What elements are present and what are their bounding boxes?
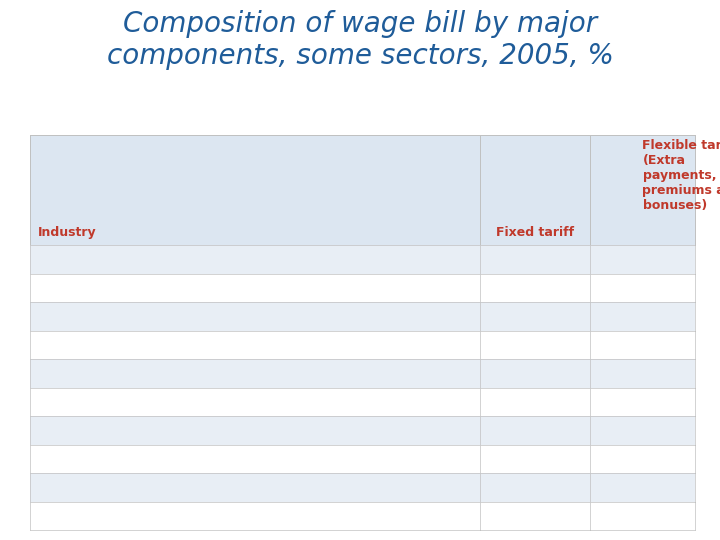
Text: 75,7: 75,7 bbox=[554, 509, 582, 522]
Text: 40,2: 40,2 bbox=[660, 367, 687, 380]
Text: 65,3: 65,3 bbox=[554, 453, 582, 465]
Text: 34,8: 34,8 bbox=[660, 424, 687, 437]
Text: Electricity, gas and water supply: Electricity, gas and water supply bbox=[38, 310, 243, 323]
Text: 24,3: 24,3 bbox=[660, 509, 687, 522]
Text: 58: 58 bbox=[671, 253, 687, 266]
Text: Healthcare: Healthcare bbox=[38, 453, 107, 465]
Text: Transportation: Transportation bbox=[38, 367, 128, 380]
Text: 51,6: 51,6 bbox=[660, 281, 687, 294]
Text: 48,4: 48,4 bbox=[554, 281, 582, 294]
Text: 53,7: 53,7 bbox=[554, 338, 582, 351]
Text: Retail and wholesale trade: Retail and wholesale trade bbox=[38, 481, 205, 494]
Text: Industry: Industry bbox=[38, 226, 96, 239]
Text: 65,2: 65,2 bbox=[554, 424, 582, 437]
Text: Fixed tariff: Fixed tariff bbox=[496, 226, 574, 239]
Text: 59,8: 59,8 bbox=[554, 367, 582, 380]
Text: 52,1: 52,1 bbox=[554, 310, 582, 323]
Text: 74,2: 74,2 bbox=[554, 481, 582, 494]
Text: 25,8: 25,8 bbox=[659, 481, 687, 494]
Text: Machine-building: Machine-building bbox=[38, 338, 145, 351]
Text: 34,7: 34,7 bbox=[660, 453, 687, 465]
Text: Flexible tariff
(Extra
payments,
premiums and
bonuses): Flexible tariff (Extra payments, premium… bbox=[642, 139, 720, 212]
Text: Composition of wage bill by major
components, some sectors, 2005, %: Composition of wage bill by major compon… bbox=[107, 10, 613, 70]
Text: Metallurgy: Metallurgy bbox=[38, 281, 104, 294]
Text: Education: Education bbox=[38, 509, 100, 522]
Text: 42: 42 bbox=[566, 253, 582, 266]
Text: Oil and gas: Oil and gas bbox=[38, 253, 109, 266]
Text: Food industry: Food industry bbox=[38, 395, 123, 408]
Text: Construction: Construction bbox=[38, 424, 117, 437]
Text: 63,7: 63,7 bbox=[554, 395, 582, 408]
Text: 46,3: 46,3 bbox=[660, 338, 687, 351]
Text: 36,3: 36,3 bbox=[660, 395, 687, 408]
Text: 47,9: 47,9 bbox=[660, 310, 687, 323]
